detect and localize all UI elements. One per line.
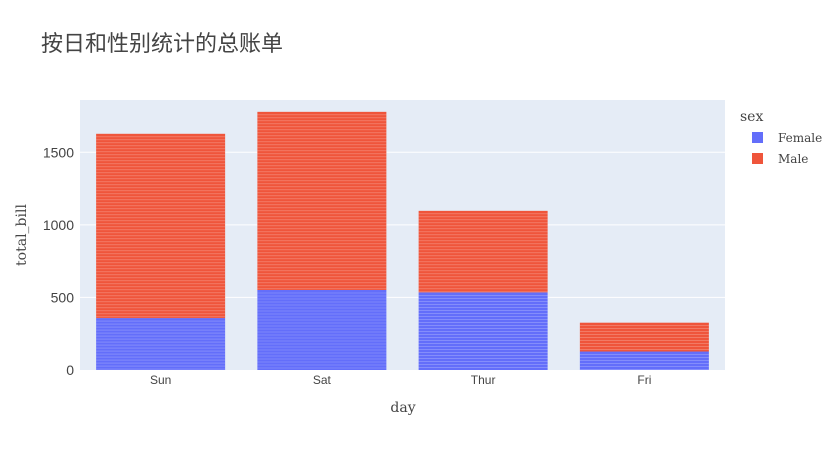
bar-female-sun <box>96 318 226 370</box>
legend-item-female[interactable]: Female <box>752 131 822 145</box>
chart-title: 按日和性别统计的总账单 <box>41 32 283 57</box>
x-tick-label: Fri <box>637 373 651 387</box>
legend-title: sex <box>740 109 763 125</box>
y-tick-label: 500 <box>51 289 75 305</box>
bar-male-sat <box>257 111 387 291</box>
legend-swatch <box>752 153 763 164</box>
bar-stripes <box>579 354 709 370</box>
bar-stripes <box>418 213 548 293</box>
bar-male-sun <box>96 133 226 319</box>
legend-swatch <box>752 132 763 143</box>
bar-female-fri <box>579 351 709 370</box>
bar-stripes <box>579 325 709 350</box>
x-tick-label: Sun <box>150 373 171 387</box>
bar-stripes <box>418 295 548 368</box>
bar-stripes <box>96 320 226 370</box>
bar-stripes <box>257 292 387 369</box>
legend-label: Male <box>778 152 808 166</box>
y-axis-title: total_bill <box>14 204 30 266</box>
bars <box>96 111 709 370</box>
x-tick-label: Sat <box>313 373 332 387</box>
y-axis-ticks: 0 500 1000 1500 <box>43 144 74 378</box>
bar-female-thur <box>418 292 548 370</box>
bar-male-thur <box>418 210 548 293</box>
legend: sex Female Male <box>740 109 822 166</box>
bar-male-fri <box>579 322 709 352</box>
bar-stripes <box>257 114 387 290</box>
y-tick-label: 1000 <box>43 217 74 233</box>
x-tick-label: Thur <box>471 373 496 387</box>
bar-stripes <box>96 136 226 318</box>
x-axis-ticks: Sun Sat Thur Fri <box>150 373 651 387</box>
x-axis-title: day <box>390 400 415 416</box>
legend-label: Female <box>778 131 822 145</box>
y-tick-label: 1500 <box>43 144 74 160</box>
y-tick-label: 0 <box>66 362 74 378</box>
bar-female-sat <box>257 290 387 370</box>
legend-item-male[interactable]: Male <box>752 152 808 166</box>
